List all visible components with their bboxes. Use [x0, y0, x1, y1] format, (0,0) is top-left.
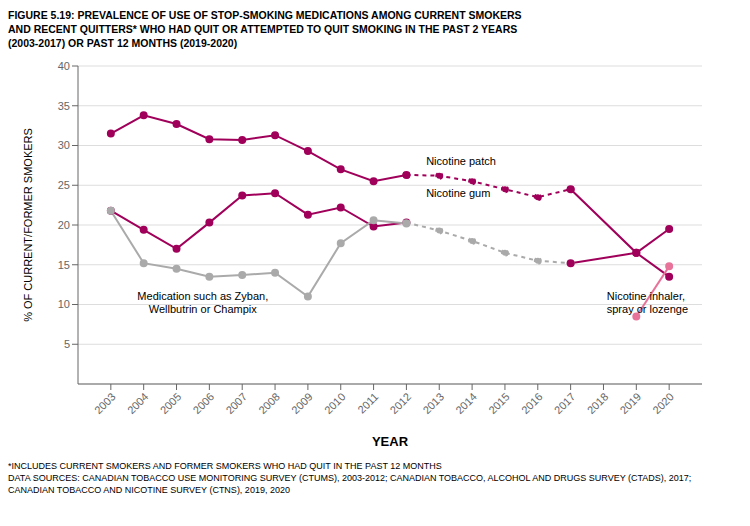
- svg-text:2008: 2008: [256, 390, 282, 416]
- html-text:(2003-2017) OR PAST 12 MONTHS: (2003-2017) OR PAST 12 MONTHS (2019-2020…: [8, 37, 238, 49]
- svg-text:2017: 2017: [552, 390, 578, 416]
- svg-text:2005: 2005: [158, 390, 184, 416]
- svg-text:2018: 2018: [585, 390, 611, 416]
- svg-text:Nicotine patch: Nicotine patch: [426, 155, 496, 167]
- svg-text:2016: 2016: [519, 390, 545, 416]
- svg-text:15: 15: [58, 259, 70, 271]
- svg-text:Nicotine gum: Nicotine gum: [426, 187, 490, 199]
- svg-text:2009: 2009: [289, 390, 315, 416]
- svg-text:2010: 2010: [322, 390, 348, 416]
- html-text:CANADIAN TOBACCO AND NICOTINE: CANADIAN TOBACCO AND NICOTINE SURVEY (CT…: [8, 485, 290, 495]
- svg-text:2013: 2013: [420, 390, 446, 416]
- svg-text:10: 10: [58, 298, 70, 310]
- html-text:*INCLUDES CURRENT SMOKERS AND: *INCLUDES CURRENT SMOKERS AND FORMER SMO…: [8, 461, 442, 471]
- svg-text:2007: 2007: [223, 390, 249, 416]
- svg-text:2019: 2019: [617, 390, 643, 416]
- svg-text:35: 35: [58, 100, 70, 112]
- svg-text:30: 30: [58, 139, 70, 151]
- svg-text:2015: 2015: [486, 390, 512, 416]
- html-text:FIGURE 5.19: PREVALENCE OF USE: FIGURE 5.19: PREVALENCE OF USE OF STOP-S…: [8, 9, 522, 21]
- svg-text:2011: 2011: [355, 390, 380, 415]
- html-text:AND RECENT QUITTERS* WHO HAD Q: AND RECENT QUITTERS* WHO HAD QUIT OR ATT…: [8, 23, 518, 35]
- svg-text:2012: 2012: [388, 390, 414, 416]
- svg-text:Medication such as Zyban,Wellb: Medication such as Zyban,Wellbutrin or C…: [137, 290, 268, 315]
- svg-text:20: 20: [58, 219, 70, 231]
- svg-text:2004: 2004: [125, 390, 151, 416]
- svg-text:Nicotine inhaler,spray or loze: Nicotine inhaler,spray or lozenge: [607, 290, 688, 315]
- svg-text:2014: 2014: [453, 390, 479, 416]
- svg-text:YEAR: YEAR: [372, 434, 409, 449]
- svg-text:% OF CURRENT/FORMER SMOKERS: % OF CURRENT/FORMER SMOKERS: [22, 128, 34, 322]
- svg-text:2020: 2020: [650, 390, 676, 416]
- svg-text:25: 25: [58, 179, 70, 191]
- svg-text:40: 40: [58, 60, 70, 72]
- svg-text:2003: 2003: [92, 390, 118, 416]
- svg-text:5: 5: [64, 338, 70, 350]
- html-text:DATA SOURCES: CANADIAN TOBACCO: DATA SOURCES: CANADIAN TOBACCO USE MONIT…: [8, 473, 692, 483]
- svg-text:2006: 2006: [191, 390, 217, 416]
